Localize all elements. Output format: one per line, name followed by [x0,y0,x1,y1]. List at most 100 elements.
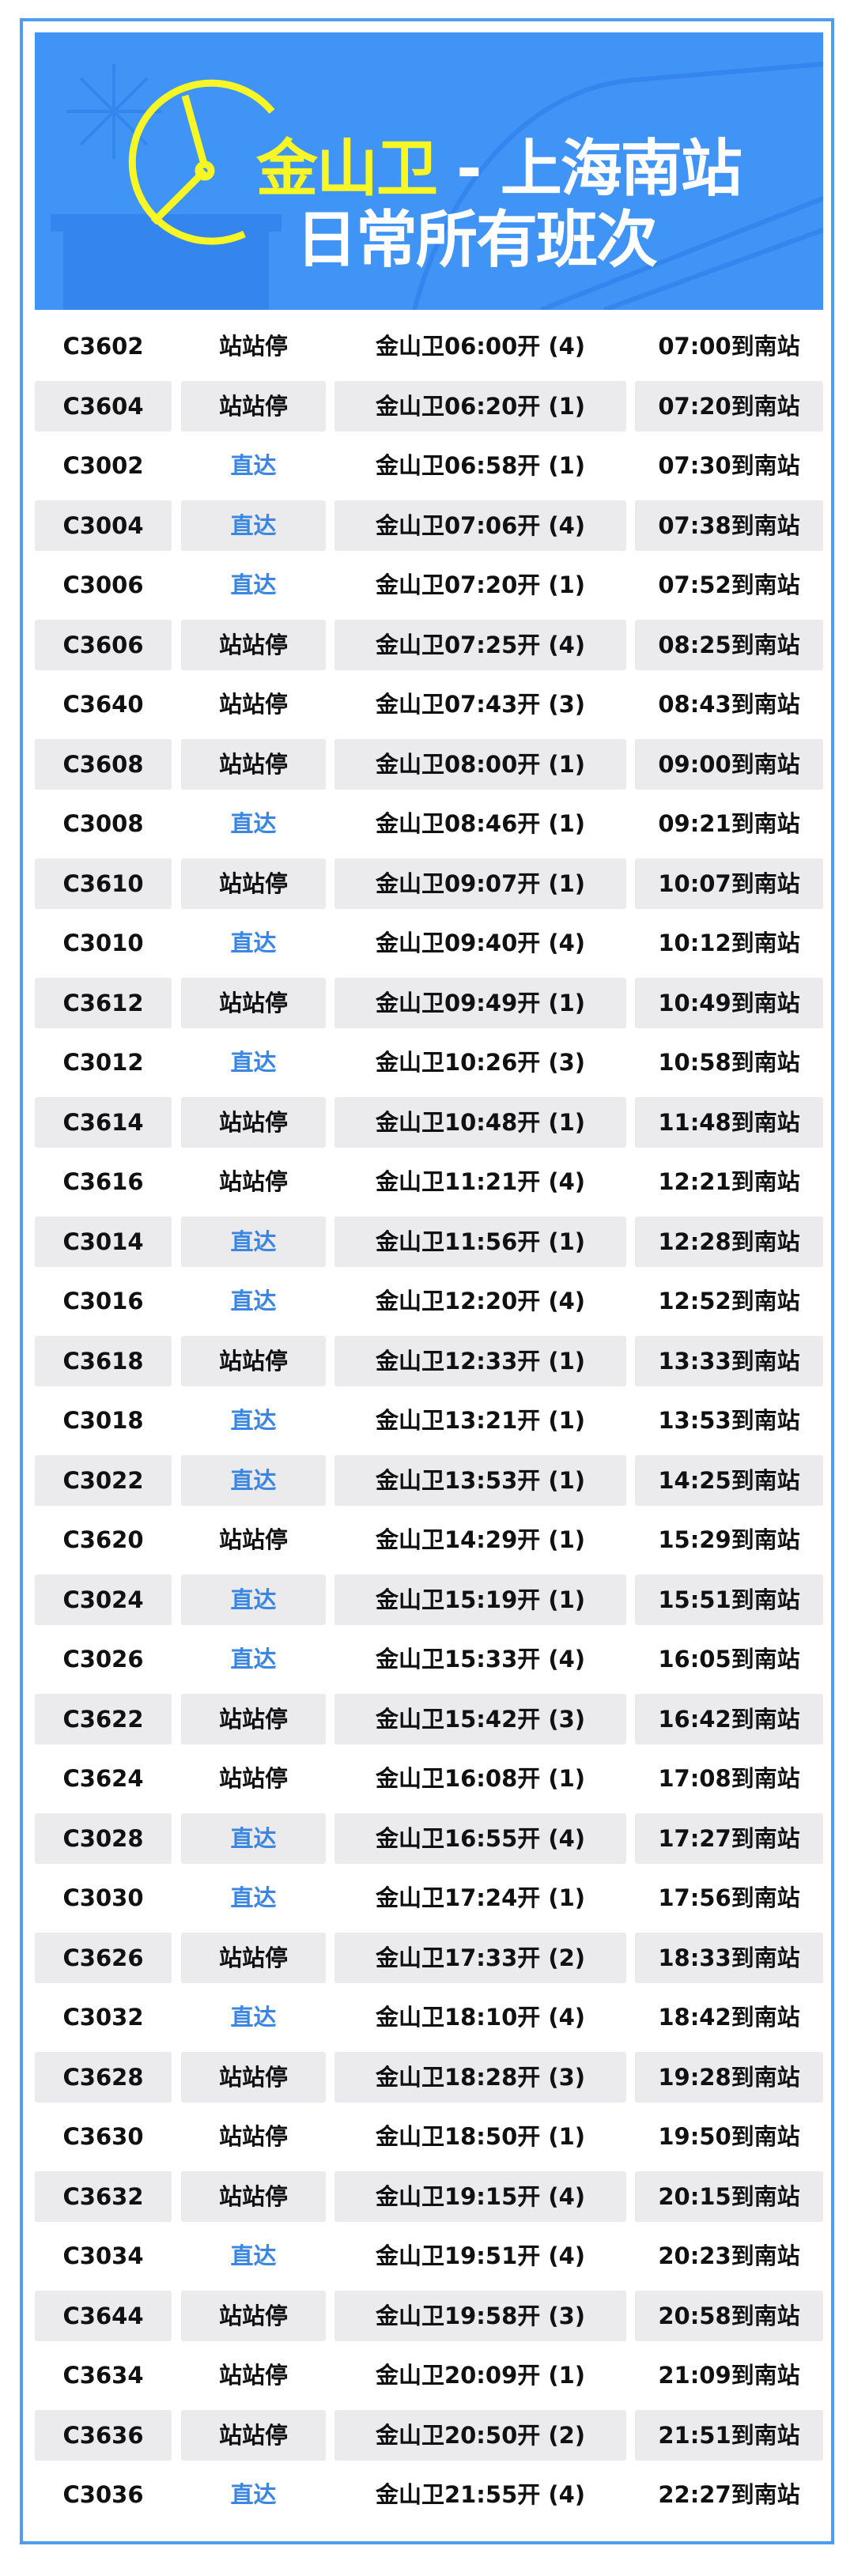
arrival-time: 20:23到南站 [658,2242,800,2269]
train-type: 站站停 [181,1693,326,1744]
train-number: C3004 [35,500,172,551]
train-number: C3604 [35,380,172,432]
departure-time: 金山卫17:33开 (2) [334,1932,626,1983]
train-type: 站站停 [218,333,288,360]
departure-time: 金山卫06:58开 (1) [375,452,586,479]
arrival-time: 09:21到南站 [658,810,800,837]
table-row: C3018 直达 金山卫13:21开 (1) 13:53到南站 [35,1395,823,1455]
train-type: 站站停 [181,738,326,790]
table-row: C3618 站站停 金山卫12:33开 (1) 13:33到南站 [35,1335,823,1396]
train-number: C3008 [62,810,144,837]
train-type: 直达 [230,1407,277,1434]
schedule-frame [20,18,834,2544]
train-type: 站站停 [181,858,326,909]
departure-time: 金山卫14:29开 (1) [375,1526,586,1553]
departure-time: 金山卫12:20开 (4) [375,1288,586,1314]
table-row: C3010 直达 金山卫09:40开 (4) 10:12到南站 [35,918,823,978]
table-row: C3008 直达 金山卫08:46开 (1) 09:21到南站 [35,798,823,858]
arrival-time: 07:20到南站 [635,380,823,432]
train-type: 直达 [230,571,277,598]
table-row: C3612 站站停 金山卫09:49开 (1) 10:49到南站 [35,977,823,1038]
train-type: 站站停 [218,1765,288,1792]
header-banner: 金山卫 - 上海南站 日常所有班次 [35,32,823,310]
departure-time: 金山卫09:07开 (1) [334,858,626,909]
arrival-time: 13:33到南站 [635,1335,823,1386]
departure-time: 金山卫17:24开 (1) [375,1884,586,1911]
train-number: C3026 [62,1646,144,1673]
train-type: 直达 [230,1049,277,1076]
train-number: C3640 [62,691,144,718]
arrival-time: 16:05到南站 [658,1646,800,1673]
table-row: C3610 站站停 金山卫09:07开 (1) 10:07到南站 [35,858,823,918]
train-number: C3618 [35,1335,172,1386]
train-number: C3028 [35,1812,172,1864]
train-number: C3614 [35,1096,172,1148]
departure-time: 金山卫07:06开 (4) [334,500,626,551]
train-type: 站站停 [181,619,326,670]
table-row: C3608 站站停 金山卫08:00开 (1) 09:00到南站 [35,738,823,799]
banner-title-origin: 金山卫 [256,134,438,205]
schedule-table: C3602 站站停 金山卫06:00开 (4) 07:00到南站 C3604 站站停 金山卫… [35,321,823,2529]
train-type: 站站停 [181,2171,326,2222]
departure-time: 金山卫11:21开 (4) [375,1168,586,1195]
arrival-time: 10:07到南站 [635,858,823,909]
table-row: C3026 直达 金山卫15:33开 (4) 16:05到南站 [35,1634,823,1694]
departure-time: 金山卫13:21开 (1) [375,1407,586,1434]
train-number: C3012 [62,1049,144,1076]
train-type: 站站停 [181,2051,326,2103]
train-number: C3644 [35,2290,172,2341]
table-row: C3622 站站停 金山卫15:42开 (3) 16:42到南站 [35,1693,823,1754]
train-number: C3608 [35,738,172,790]
train-number: C3632 [35,2171,172,2222]
table-row: C3036 直达 金山卫21:55开 (4) 22:27到南站 [35,2469,823,2529]
arrival-time: 21:51到南站 [635,2409,823,2461]
table-row: C3002 直达 金山卫06:58开 (1) 07:30到南站 [35,440,823,500]
arrival-time: 07:00到南站 [658,333,800,360]
train-number: C3602 [62,333,144,360]
train-type: 站站停 [181,2290,326,2341]
train-type: 直达 [230,810,277,837]
train-number: C3022 [35,1454,172,1506]
train-type: 站站停 [181,1096,326,1148]
arrival-time: 18:33到南站 [635,1932,823,1983]
arrival-time: 19:50到南站 [658,2123,800,2150]
train-number: C3610 [35,858,172,909]
train-type: 直达 [181,1216,326,1267]
train-type: 直达 [230,930,277,956]
arrival-time: 12:52到南站 [658,1288,800,1314]
departure-time: 金山卫13:53开 (1) [334,1454,626,1506]
departure-time: 金山卫10:48开 (1) [334,1096,626,1148]
table-row: C3032 直达 金山卫18:10开 (4) 18:42到南站 [35,1992,823,2052]
table-row: C3024 直达 金山卫15:19开 (1) 15:51到南站 [35,1574,823,1635]
arrival-time: 07:30到南站 [658,452,800,479]
table-row: C3632 站站停 金山卫19:15开 (4) 20:15到南站 [35,2171,823,2231]
train-type: 站站停 [181,1932,326,1983]
train-type: 直达 [181,1574,326,1625]
arrival-time: 07:52到南站 [658,571,800,598]
table-row: C3644 站站停 金山卫19:58开 (3) 20:58到南站 [35,2290,823,2351]
train-number: C3016 [62,1288,144,1314]
table-row: C3626 站站停 金山卫17:33开 (2) 18:33到南站 [35,1932,823,1993]
arrival-time: 16:42到南站 [635,1693,823,1744]
departure-time: 金山卫15:33开 (4) [375,1646,586,1673]
train-type: 站站停 [218,2362,288,2389]
arrival-time: 21:09到南站 [658,2362,800,2389]
table-row: C3022 直达 金山卫13:53开 (1) 14:25到南站 [35,1454,823,1515]
table-row: C3636 站站停 金山卫20:50开 (2) 21:51到南站 [35,2409,823,2470]
clock-icon [128,79,275,245]
banner-title-separator: - [436,134,501,205]
arrival-time: 07:38到南站 [635,500,823,551]
arrival-time: 17:27到南站 [635,1812,823,1864]
arrival-time: 09:00到南站 [635,738,823,790]
train-number: C3612 [35,977,172,1028]
arrival-time: 20:58到南站 [635,2290,823,2341]
departure-time: 金山卫08:46开 (1) [375,810,586,837]
train-number: C3024 [35,1574,172,1625]
departure-time: 金山卫21:55开 (4) [375,2481,586,2508]
train-number: C3628 [35,2051,172,2103]
arrival-time: 18:42到南站 [658,2004,800,2031]
train-number: C3018 [62,1407,144,1434]
departure-time: 金山卫15:42开 (3) [334,1693,626,1744]
banner-title: 金山卫 - 上海南站 [256,119,743,208]
train-type: 站站停 [218,1168,288,1195]
